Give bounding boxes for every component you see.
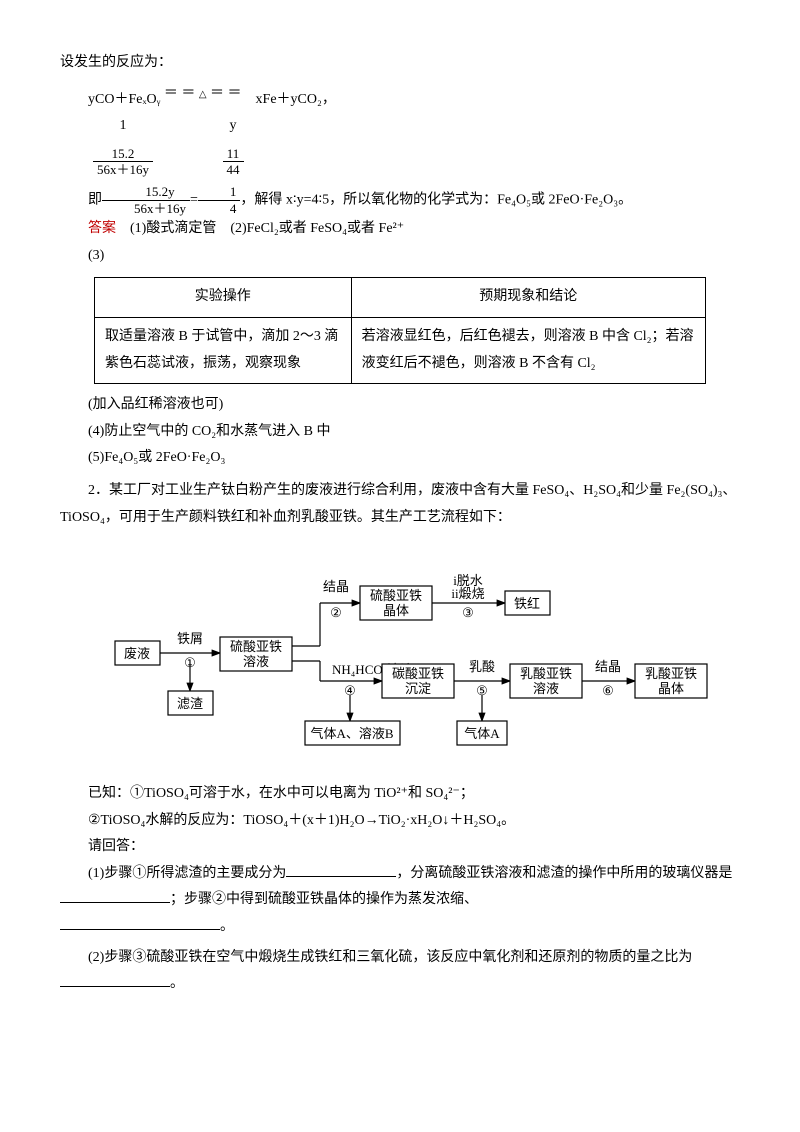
svg-text:铁红: 铁红 (514, 596, 540, 611)
answer-4: (4)防止空气中的 CO₂和水蒸气进入 B 中 (60, 419, 740, 446)
blank-1[interactable] (286, 862, 396, 877)
please-answer: 请回答： (60, 834, 740, 861)
fraction-left: 15.2 56x＋16y (93, 146, 153, 178)
experiment-table: 实验操作 预期现象和结论 取适量溶液 B 于试管中，滴加 2～3 滴紫色石蕊试液… (94, 277, 706, 384)
question-2-intro: 2．某工厂对工业生产钛白粉产生的废液进行综合利用，废液中含有大量 FeSO₄、H… (60, 478, 740, 531)
svg-text:结晶: 结晶 (595, 659, 621, 674)
blank-3[interactable] (60, 915, 220, 930)
answer-3-label: (3) (60, 243, 740, 270)
equation-solve: 即 15.2y 56x＋16y = 1 4 ，解得 x∶y=4∶5，所以氧化物的… (60, 184, 740, 216)
th-operation: 实验操作 (95, 278, 352, 318)
svg-text:溶液: 溶液 (533, 681, 559, 696)
svg-text:乳酸亚铁: 乳酸亚铁 (645, 666, 697, 681)
svg-text:铁屑: 铁屑 (177, 631, 203, 646)
svg-text:硫酸亚铁: 硫酸亚铁 (230, 639, 282, 654)
svg-text:晶体: 晶体 (383, 603, 409, 618)
svg-text:乳酸: 乳酸 (469, 659, 495, 674)
th-result: 预期现象和结论 (351, 278, 705, 318)
svg-text:硫酸亚铁: 硫酸亚铁 (370, 588, 422, 603)
ratio-row-2: 15.2 56x＋16y 11 44 (88, 146, 740, 178)
svg-text:废液: 废液 (124, 646, 150, 661)
ratio-row-1: 1 y (88, 113, 740, 140)
frac-solve-r: 1 4 (198, 184, 241, 216)
note-pinred: (加入品红稀溶液也可) (60, 392, 740, 419)
answer-5: (5)Fe₄O₅或 2FeO·Fe₂O₃ (60, 445, 740, 472)
td-result: 若溶液显红色，后红色褪去，则溶液 B 中含 Cl₂；若溶液变红后不褪色，则溶液 … (351, 317, 705, 383)
blank-2[interactable] (60, 888, 170, 903)
known-2: ②TiOSO₄水解的反应为：TiOSO₄＋(x＋1)H₂O→TiO₂·xH₂O↓… (60, 808, 740, 835)
svg-text:乳酸亚铁: 乳酸亚铁 (520, 666, 572, 681)
blank-4[interactable] (60, 972, 170, 987)
equation-main: yCO＋FeₓOᵧ ＝ ＝ △ ＝ ＝ xFe＋yCO₂， (60, 87, 740, 114)
known-1: 已知：①TiOSO₄可溶于水，在水中可以电离为 TiO²⁺和 SO₄²⁻； (60, 781, 740, 808)
svg-text:滤渣: 滤渣 (177, 696, 203, 711)
fraction-right: 11 44 (223, 146, 244, 178)
svg-text:ii煅烧: ii煅烧 (451, 586, 484, 601)
paragraph-assume: 设发生的反应为： (60, 50, 740, 77)
svg-text:碳酸亚铁: 碳酸亚铁 (392, 666, 444, 681)
answer-label: 答案 (88, 221, 116, 236)
svg-text:③: ③ (462, 605, 474, 620)
question-2-1: (1)步骤①所得滤渣的主要成分为，分离硫酸亚铁溶液和滤渣的操作中所用的玻璃仪器是… (60, 861, 740, 941)
svg-text:沉淀: 沉淀 (405, 681, 431, 696)
svg-text:溶液: 溶液 (243, 654, 269, 669)
svg-text:气体A、溶液B: 气体A、溶液B (310, 726, 393, 741)
svg-text:气体A: 气体A (464, 726, 500, 741)
td-operation: 取适量溶液 B 于试管中，滴加 2～3 滴紫色石蕊试液，振荡，观察现象 (95, 317, 352, 383)
answer-line: 答案 (1)酸式滴定管 (2)FeCl₂或者 FeSO₄或者 Fe²⁺ (60, 216, 740, 243)
svg-text:⑥: ⑥ (602, 683, 614, 698)
question-2-2: (2)步骤③硫酸亚铁在空气中煅烧生成铁红和三氧化硫，该反应中氧化剂和还原剂的物质… (60, 945, 740, 998)
process-flowchart: 废液 铁屑 ① 滤渣 硫酸亚铁 溶液 结晶 ② 硫酸亚铁 晶体 i脱水 ii煅烧… (110, 551, 740, 761)
svg-text:结晶: 结晶 (323, 579, 349, 594)
svg-text:②: ② (330, 605, 342, 620)
frac-solve-l: 15.2y 56x＋16y (102, 184, 190, 216)
eq-symbols: ＝ ＝ △ ＝ ＝ (164, 86, 245, 101)
svg-text:晶体: 晶体 (658, 681, 684, 696)
eq-left: yCO＋FeₓOᵧ (88, 92, 160, 107)
eq-right: xFe＋yCO₂， (256, 92, 336, 107)
